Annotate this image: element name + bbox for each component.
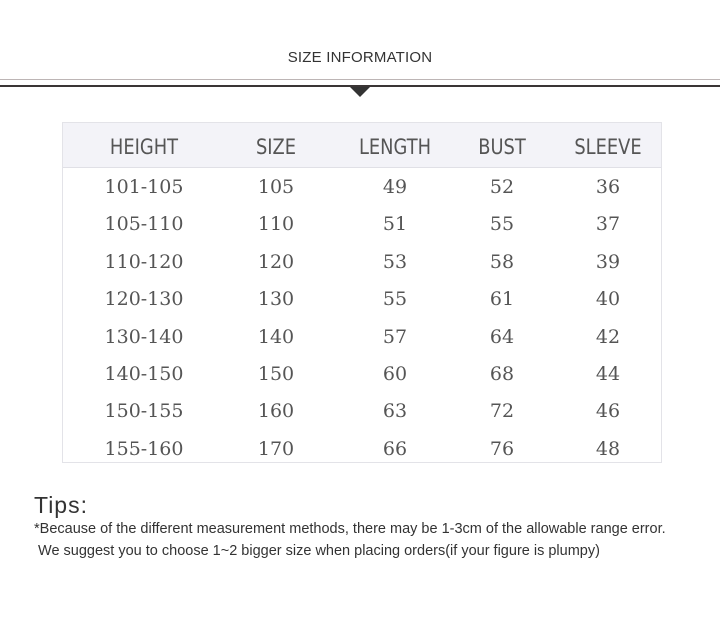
divider-line — [0, 79, 720, 80]
table-row: 101-105 105 49 52 36 — [63, 168, 661, 205]
table-row: 120-130 130 55 61 40 — [63, 280, 661, 317]
table-cell: 37 — [595, 213, 621, 236]
table-cell: 63 — [382, 400, 408, 423]
column-header-length: LENGTH — [358, 135, 432, 159]
table-cell: 130-140 — [104, 325, 184, 348]
tips-heading: Tips: — [34, 492, 88, 518]
table-cell: 105-110 — [104, 213, 184, 236]
table-row: 130-140 140 57 64 42 — [63, 318, 661, 355]
table-cell: 120-130 — [104, 288, 184, 311]
table-cell: 60 — [382, 362, 408, 385]
table-cell: 110 — [257, 213, 295, 236]
tips-line-1: *Because of the different measurement me… — [34, 521, 666, 537]
table-row: 105-110 110 51 55 37 — [63, 205, 661, 242]
table-cell: 110-120 — [104, 250, 184, 273]
table-cell: 150 — [257, 362, 295, 385]
table-cell: 58 — [489, 250, 515, 273]
page-title: SIZE INFORMATION — [287, 49, 433, 66]
table-cell: 72 — [489, 400, 515, 423]
table-row: 140-150 150 60 68 44 — [63, 355, 661, 392]
table-cell: 52 — [489, 176, 515, 198]
table-cell: 55 — [382, 288, 408, 311]
table-cell: 66 — [382, 437, 408, 460]
table-row: 110-120 120 53 58 39 — [63, 243, 661, 280]
table-cell: 49 — [382, 176, 408, 198]
tips-line-2: We suggest you to choose 1~2 bigger size… — [34, 543, 600, 559]
table-cell: 51 — [382, 213, 408, 236]
table-header: HEIGHT SIZE LENGTH BUST SLEEVE — [63, 123, 661, 168]
table-cell: 140-150 — [104, 362, 184, 385]
table-cell: 40 — [595, 288, 621, 311]
table-cell: 44 — [595, 362, 621, 385]
column-header-height: HEIGHT — [109, 135, 179, 159]
table-row: 155-160 170 66 76 48 — [63, 430, 661, 467]
table-cell: 64 — [489, 325, 515, 348]
table-cell: 170 — [257, 437, 295, 460]
table-cell: 101-105 — [104, 176, 184, 198]
table-cell: 120 — [257, 250, 295, 273]
table-cell: 68 — [489, 362, 515, 385]
table-cell: 53 — [382, 250, 408, 273]
table-cell: 160 — [257, 400, 295, 423]
table-cell: 150-155 — [104, 400, 184, 423]
table-cell: 46 — [595, 400, 621, 423]
table-cell: 57 — [382, 325, 408, 348]
table-cell: 42 — [595, 325, 621, 348]
table-cell: 61 — [489, 288, 515, 311]
column-header-size: SIZE — [255, 135, 297, 159]
divider-line-dark — [0, 85, 720, 87]
table-cell: 55 — [489, 213, 515, 236]
table-cell: 105 — [257, 176, 295, 198]
table-cell: 140 — [257, 325, 295, 348]
table-cell: 130 — [257, 288, 295, 311]
table-cell: 48 — [595, 437, 621, 460]
table-cell: 39 — [595, 250, 621, 273]
table-row: 150-155 160 63 72 46 — [63, 392, 661, 429]
column-header-bust: BUST — [478, 135, 526, 159]
triangle-down-icon — [350, 87, 370, 97]
column-header-sleeve: SLEEVE — [574, 135, 642, 159]
size-table: HEIGHT SIZE LENGTH BUST SLEEVE 101-105 105 49 5… — [62, 122, 662, 463]
table-cell: 155-160 — [104, 437, 184, 460]
table-cell: 36 — [595, 176, 621, 198]
table-cell: 76 — [489, 437, 515, 460]
